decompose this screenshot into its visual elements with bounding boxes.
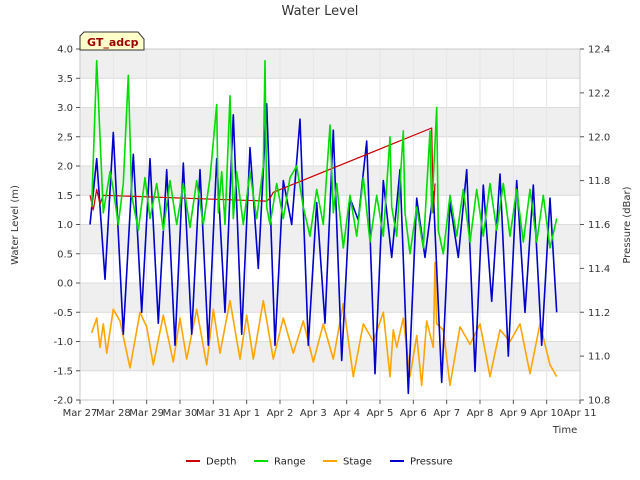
y-tick-label: 1.0 bbox=[57, 220, 73, 231]
y-axis-left: 4.0 3.5 3.0 2.5 2.0 1.5 1.0 0.5 0.0 -0.5 -1.0 -1.5 -… bbox=[53, 45, 80, 407]
series-line-pressure bbox=[89, 103, 558, 395]
y2-tick-label: 11.2 bbox=[588, 308, 610, 319]
y-tick-label: -1.0 bbox=[53, 337, 73, 348]
x-tick-label: Apr 2 bbox=[267, 408, 294, 419]
y-tick-label: -1.5 bbox=[53, 366, 73, 377]
legend-label-stage: Stage bbox=[343, 457, 372, 468]
x-tick-label: Apr 10 bbox=[530, 408, 563, 419]
x-tick-label: Apr 7 bbox=[433, 408, 460, 419]
x-tick-label: Apr 5 bbox=[367, 408, 394, 419]
y2-tick-label: 11.8 bbox=[588, 176, 610, 187]
y2-tick-label: 10.8 bbox=[588, 396, 610, 407]
x-tick-label: Apr 9 bbox=[500, 408, 527, 419]
x-tick-label: Apr 11 bbox=[563, 408, 596, 419]
y-tick-label: 0.0 bbox=[57, 279, 73, 290]
series-line-range bbox=[90, 59, 558, 255]
y-tick-label: -2.0 bbox=[53, 396, 73, 407]
series-line-stage bbox=[90, 261, 558, 387]
chart-title: Water Level bbox=[282, 4, 359, 19]
x-tick-label: Apr 6 bbox=[400, 408, 427, 419]
legend: Depth Range Stage Pressure bbox=[186, 457, 453, 468]
x-tick-label: Mar 29 bbox=[129, 408, 164, 419]
badge-label: GT_adcp bbox=[87, 36, 139, 49]
y2-tick-label: 12.4 bbox=[588, 45, 610, 56]
y-tick-label: 1.5 bbox=[57, 191, 73, 202]
x-tick-label: Mar 27 bbox=[63, 408, 98, 419]
y2-tick-label: 11.0 bbox=[588, 352, 610, 363]
y2-tick-label: 11.4 bbox=[588, 264, 610, 275]
legend-label-depth: Depth bbox=[206, 457, 236, 468]
x-tick-label: Mar 30 bbox=[163, 408, 198, 419]
x-tick-label: Apr 1 bbox=[233, 408, 260, 419]
y-tick-label: 2.5 bbox=[57, 132, 73, 143]
y-tick-label: 4.0 bbox=[57, 45, 73, 56]
x-tick-label: Mar 31 bbox=[196, 408, 231, 419]
x-tick-label: Apr 3 bbox=[300, 408, 327, 419]
y-tick-label: 3.5 bbox=[57, 74, 73, 85]
x-tick-label: Apr 8 bbox=[467, 408, 494, 419]
x-tick-label: Mar 28 bbox=[96, 408, 131, 419]
y2-tick-label: 12.2 bbox=[588, 88, 610, 99]
background-band bbox=[80, 283, 580, 313]
y-tick-label: 0.5 bbox=[57, 249, 73, 260]
y-tick-label: -0.5 bbox=[53, 308, 73, 319]
x-axis-label: Time bbox=[552, 425, 577, 436]
site-badge: GT_adcp bbox=[79, 31, 145, 51]
x-tick-label: Apr 4 bbox=[333, 408, 360, 419]
background-band bbox=[80, 49, 580, 79]
legend-label-range: Range bbox=[274, 457, 306, 468]
y2-tick-label: 12.0 bbox=[588, 132, 610, 143]
y-tick-label: 2.0 bbox=[57, 162, 73, 173]
y2-tick-label: 11.6 bbox=[588, 220, 610, 231]
y-tick-label: 3.0 bbox=[57, 103, 73, 114]
badge-box bbox=[79, 31, 145, 51]
y2-axis-label: Pressure (dBar) bbox=[622, 186, 633, 263]
y-axis-label: Water Level (m) bbox=[10, 185, 21, 265]
y-axis-right: 12.4 12.2 12.0 11.8 11.6 11.4 11.2 11.0 10.8 bbox=[580, 45, 610, 407]
series-layer bbox=[89, 59, 558, 395]
legend-label-pressure: Pressure bbox=[410, 457, 453, 468]
